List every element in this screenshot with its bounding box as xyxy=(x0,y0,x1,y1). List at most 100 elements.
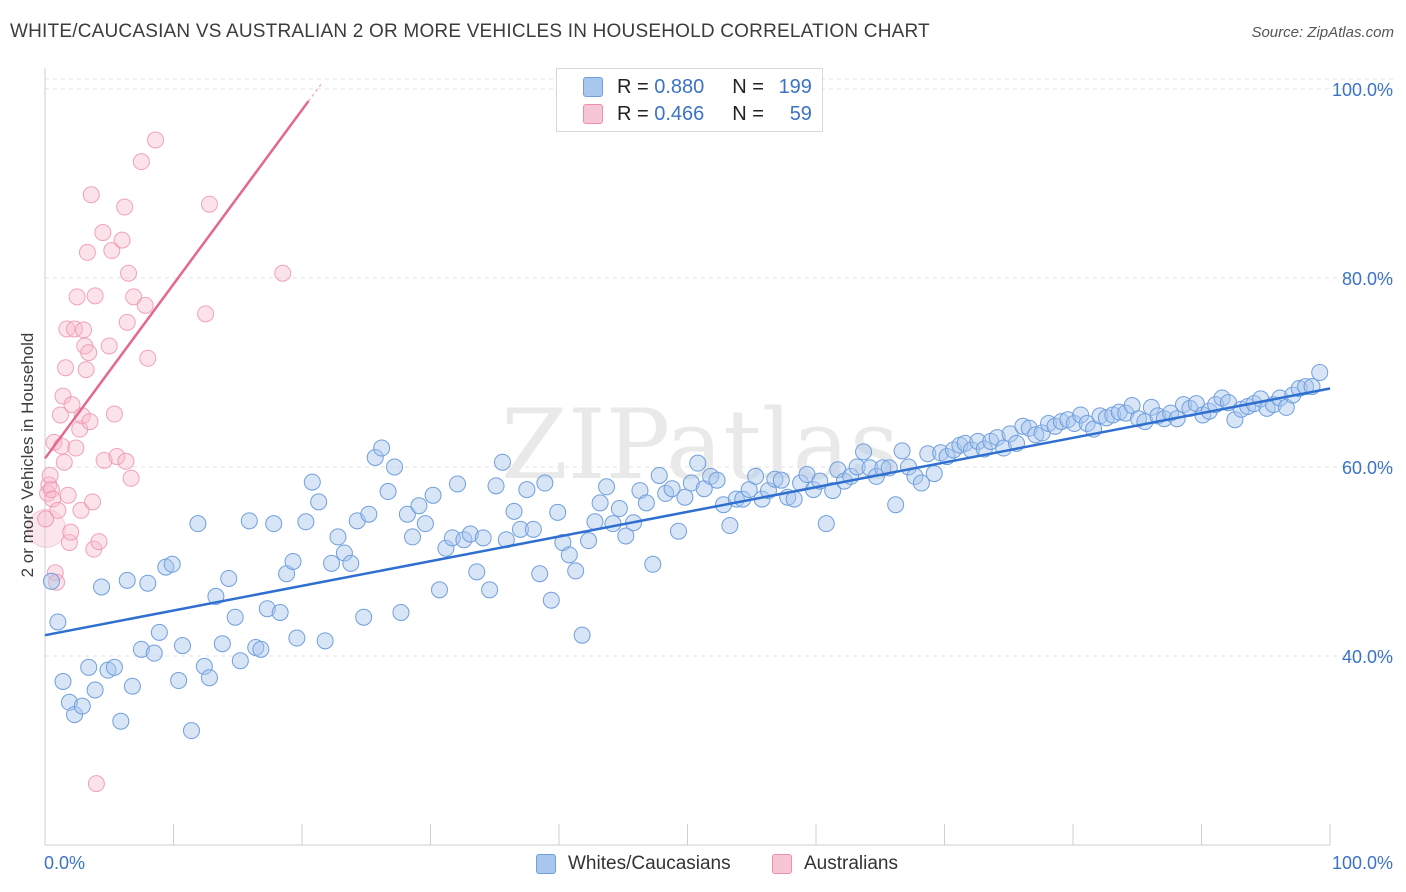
whites-point xyxy=(366,449,384,466)
australians-point xyxy=(147,131,165,149)
whites-point xyxy=(284,552,302,570)
whites-point xyxy=(1142,398,1160,416)
y-tick-label: 80.0% xyxy=(1342,269,1393,289)
whites-point xyxy=(373,439,391,457)
whites-point xyxy=(448,475,466,493)
whites-point xyxy=(42,572,60,590)
whites-point xyxy=(855,443,873,461)
whites-point xyxy=(303,473,321,491)
whites-point xyxy=(118,571,136,589)
y-tick-label: 40.0% xyxy=(1342,647,1393,667)
whites-point xyxy=(258,600,276,618)
whites-point xyxy=(398,505,416,523)
chart-title: WHITE/CAUCASIAN VS AUSTRALIAN 2 OR MORE … xyxy=(10,21,930,42)
whites-point xyxy=(663,480,681,498)
australians-point xyxy=(125,288,143,306)
australians-point xyxy=(132,153,150,171)
whites-point xyxy=(342,554,360,572)
whites-point xyxy=(173,637,191,655)
whites-point xyxy=(1072,406,1090,424)
whites-point xyxy=(670,522,688,540)
whites-point xyxy=(505,502,523,520)
whites-point xyxy=(689,454,707,472)
whites-trend-line xyxy=(44,387,1331,637)
australians-point xyxy=(81,413,99,431)
australians-point xyxy=(197,305,215,323)
whites-point xyxy=(610,500,628,518)
australians-point xyxy=(77,361,95,379)
whites-point xyxy=(493,453,511,471)
whites-point xyxy=(766,470,784,488)
whites-point xyxy=(468,563,486,581)
whites-point xyxy=(1014,417,1032,435)
source-credit: Source: ZipAtlas.com xyxy=(1251,24,1394,41)
whites-point xyxy=(220,569,238,587)
whites-point xyxy=(437,539,455,557)
whites-point xyxy=(573,626,591,644)
australians-point xyxy=(75,321,93,339)
whites-point xyxy=(549,503,567,521)
legend-r-label: R = xyxy=(617,102,649,125)
whites-point xyxy=(86,681,104,699)
whites-point xyxy=(360,505,378,523)
australians-point xyxy=(90,533,108,551)
whites-point xyxy=(893,442,911,460)
whites-point xyxy=(617,527,635,545)
whites-point xyxy=(329,528,347,546)
whites-point xyxy=(481,581,499,599)
australians-point xyxy=(26,508,66,548)
australians-point xyxy=(53,437,71,455)
australians-trend-extension xyxy=(307,83,322,102)
y-tick-label: 60.0% xyxy=(1342,458,1393,478)
whites-point xyxy=(487,477,505,495)
australians-point xyxy=(94,224,112,242)
whites-point xyxy=(252,640,270,658)
whites-point xyxy=(355,608,373,626)
whites-point xyxy=(604,515,622,533)
y-axis-label: 2 or more Vehicles in Household xyxy=(18,332,37,578)
whites-point xyxy=(1065,414,1083,432)
whites-point xyxy=(848,458,866,476)
whites-point xyxy=(637,494,655,512)
whites-point xyxy=(213,635,231,653)
whites-point xyxy=(297,513,315,531)
whites-point xyxy=(542,591,560,609)
whites-point xyxy=(874,459,892,477)
whites-point xyxy=(379,483,397,501)
bottom-legend-whites: Whites/Caucasians xyxy=(536,852,731,876)
whites-point xyxy=(335,544,353,562)
whites-point xyxy=(123,677,141,695)
legend-row-australians: R = 0.466 N = 59 xyxy=(583,101,812,127)
whites-point xyxy=(182,722,200,740)
legend-r-value: 0.466 xyxy=(654,102,705,125)
whites-point xyxy=(323,554,341,572)
australians-point xyxy=(116,198,134,216)
australians-point xyxy=(105,405,123,423)
whites-point xyxy=(560,546,578,564)
australians-point xyxy=(95,451,113,469)
australians-point xyxy=(78,243,96,261)
australians-point xyxy=(66,320,84,338)
whites-point xyxy=(240,512,258,530)
whites-point xyxy=(150,623,168,641)
australians-point xyxy=(122,469,140,487)
whites-point xyxy=(316,632,334,650)
whites-point xyxy=(455,531,473,549)
whites-point xyxy=(536,474,554,492)
australians-point xyxy=(54,387,72,405)
australians-point xyxy=(87,775,105,793)
australians-points xyxy=(26,131,292,793)
whites-point xyxy=(49,613,67,631)
trend-lines xyxy=(43,83,1331,637)
whites-point xyxy=(1078,414,1096,432)
x-tick-label: 100.0% xyxy=(1332,853,1393,873)
whites-point xyxy=(200,669,218,687)
australians-point xyxy=(57,359,75,377)
bottom-legend-australians: Australians xyxy=(772,852,898,876)
australians-point xyxy=(274,264,292,282)
australians-point xyxy=(59,486,77,504)
whites-point xyxy=(105,658,123,676)
whites-point xyxy=(189,515,207,533)
whites-point xyxy=(1091,407,1109,425)
whites-point xyxy=(1052,413,1070,431)
